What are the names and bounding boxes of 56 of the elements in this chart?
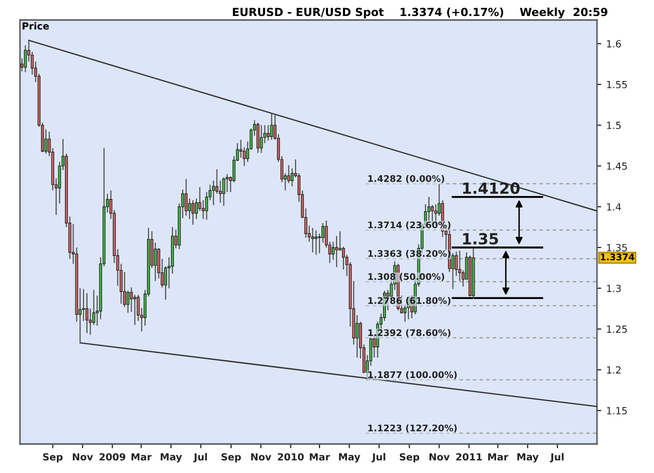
candlestick — [126, 290, 130, 314]
y-tick-label: 1.25 — [607, 326, 627, 333]
ref-line-label: 1.308 (50.00%) — [368, 273, 444, 282]
x-tick-label: 2011 — [456, 453, 482, 461]
ref-line-label: 1.4282 (0.00%) — [368, 175, 444, 184]
x-tick-label: Sep — [43, 453, 63, 462]
y-tick-label: 1.35 — [607, 244, 627, 252]
x-tick-label: Nov — [251, 453, 272, 461]
candlestick — [184, 178, 188, 216]
y-tick-label: 1.55 — [607, 81, 627, 88]
x-tick-label: Mar — [310, 453, 330, 461]
y-tick-label: 1.3 — [607, 284, 621, 292]
candlestick — [24, 44, 27, 73]
x-tick-label: Mar — [488, 453, 508, 461]
candlestick — [266, 124, 270, 142]
x-tick-label: 2009 — [100, 453, 126, 461]
candlestick — [256, 122, 260, 154]
candlestick — [85, 292, 88, 334]
text: 1.3374 — [600, 254, 634, 260]
candlestick — [133, 294, 136, 326]
y-tick-label: 1.4 — [607, 203, 621, 210]
x-tick-label: Sep — [221, 453, 241, 462]
ref-line-label: 1.2392 (78.60%) — [368, 329, 450, 338]
y-tick-label: 1.5 — [607, 122, 621, 130]
x-tick-label: Jul — [550, 453, 564, 462]
x-tick-label: May — [160, 453, 182, 462]
y-tick-label: 1.45 — [607, 162, 627, 170]
x-tick-label: Jul — [193, 453, 207, 462]
y-axis-title: Price — [22, 22, 49, 30]
y-tick-label: 1.2 — [607, 366, 621, 374]
ref-line-label: 1.35 — [463, 232, 498, 245]
candlestick — [260, 124, 263, 154]
x-tick-label: Sep — [400, 453, 420, 462]
y-tick-label: 1.15 — [607, 407, 627, 414]
chart-title: EURUSD - EUR/USD Spot 1.3374 (+0.17%) Weekly 20:59 — [232, 8, 608, 18]
ref-line-label: 1.1877 (100.00%) — [368, 371, 457, 380]
candlestick — [212, 180, 215, 206]
x-tick-label: Nov — [72, 453, 93, 461]
candlestick — [192, 200, 194, 226]
x-tick-label: May — [517, 453, 539, 462]
x-tick-label: Nov — [430, 453, 450, 461]
x-tick-label: May — [339, 453, 360, 462]
ref-line-label: 1.3714 (23.60%) — [368, 221, 450, 230]
ref-line-label: 1.1223 (127.20%) — [368, 424, 457, 432]
x-tick-label: 2010 — [278, 453, 304, 461]
candlestick — [154, 242, 157, 282]
x-tick-label: Jul — [372, 453, 386, 462]
y-tick-label: 1.6 — [607, 40, 621, 48]
candlestick — [314, 230, 318, 256]
candlestick — [44, 128, 48, 154]
candlestick — [311, 227, 314, 253]
ref-line-label: 1.4120 — [463, 182, 520, 194]
x-tick-label: Mar — [132, 453, 152, 461]
candlestick — [270, 113, 274, 140]
ref-line-label: 1.3363 (38.20%) — [368, 250, 450, 258]
ref-line-label: 1.2786 (61.80%) — [368, 296, 450, 306]
